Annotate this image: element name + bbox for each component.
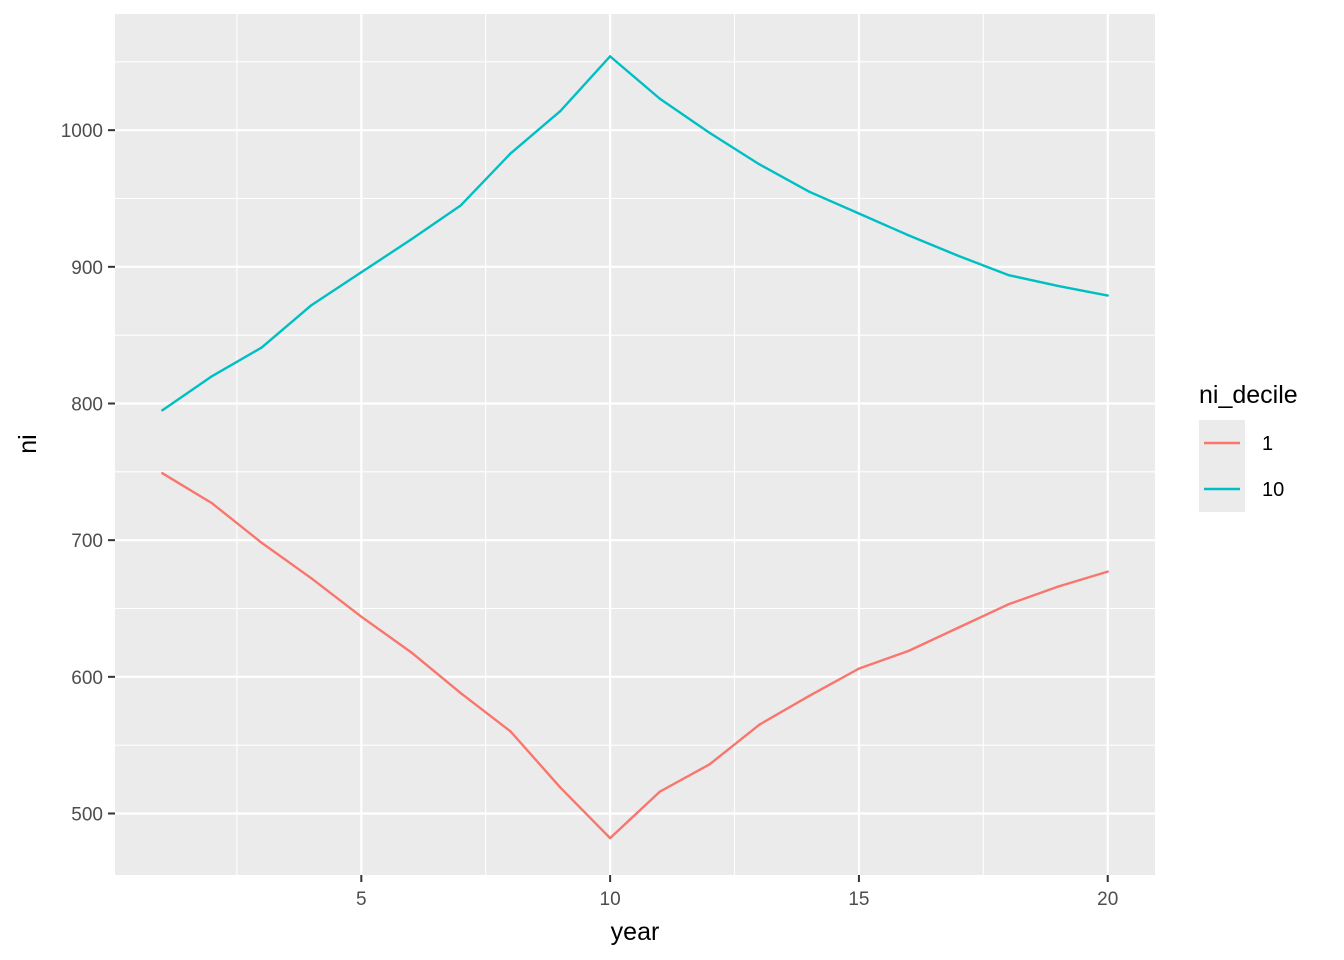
data-point-1 (210, 502, 214, 505)
x-tick-label: 20 (1097, 889, 1118, 910)
data-point-10 (807, 190, 811, 193)
data-point-10 (360, 271, 363, 274)
data-point-1 (708, 763, 711, 766)
data-point-1 (260, 541, 263, 545)
data-point-1 (807, 694, 811, 698)
y-axis-title: ni (14, 434, 42, 453)
data-point-1 (907, 649, 910, 653)
data-point-1 (360, 615, 363, 618)
minor-gridlines (115, 14, 1155, 875)
legend-title: ni_decile (1199, 381, 1298, 409)
data-point-1 (758, 723, 761, 726)
y-tick-label: 1000 (61, 121, 103, 142)
x-axis-title: year (611, 918, 660, 946)
data-point-10 (957, 254, 960, 258)
x-tick-label: 5 (356, 889, 367, 910)
data-point-10 (459, 204, 463, 207)
data-point-10 (708, 131, 711, 135)
major-gridlines (115, 14, 1155, 875)
data-point-10 (658, 97, 662, 100)
legend-keys-background (1199, 420, 1245, 512)
data-point-10 (1056, 284, 1060, 288)
data-point-10 (907, 234, 910, 237)
data-point-1 (509, 730, 512, 733)
data-point-10 (1007, 273, 1010, 277)
x-tick-label: 15 (848, 889, 869, 910)
data-point-1 (608, 836, 612, 840)
data-point-1 (409, 651, 413, 654)
data-point-10 (210, 374, 214, 378)
data-point-10 (161, 409, 164, 412)
data-point-10 (260, 346, 263, 349)
legend-items: 1 10 (1204, 433, 1284, 501)
data-point-1 (1106, 570, 1109, 573)
plot-panel (115, 14, 1155, 875)
data-point-10 (608, 55, 612, 58)
y-tick-label: 600 (71, 668, 103, 689)
data-point-1 (1056, 585, 1060, 588)
data-point-10 (1106, 294, 1109, 297)
data-point-10 (409, 238, 413, 241)
y-tick-label: 800 (71, 395, 103, 416)
y-tick-label: 500 (71, 805, 103, 826)
data-point-1 (857, 667, 861, 670)
data-point-1 (310, 577, 313, 580)
x-tick-label: 10 (600, 889, 621, 910)
legend-label-1: 1 (1262, 433, 1273, 455)
legend-label-10: 10 (1262, 479, 1284, 501)
data-point-10 (509, 152, 512, 155)
data-point-1 (559, 786, 562, 789)
data-point-10 (758, 163, 761, 166)
data-point-10 (857, 212, 861, 215)
data-point-1 (957, 626, 960, 629)
series-layer (161, 55, 1109, 840)
data-point-1 (161, 472, 164, 475)
data-point-1 (459, 692, 463, 695)
data-point-1 (658, 790, 662, 793)
y-tick-label: 900 (71, 258, 103, 279)
x-axis: 5 10 15 20 (356, 875, 1118, 910)
data-point-10 (559, 109, 562, 113)
data-point-1 (1007, 603, 1010, 606)
legend: ni_decile 1 10 (1199, 381, 1298, 512)
series-line-10 (161, 55, 1108, 412)
y-tick-label: 700 (71, 531, 103, 552)
series-line-1 (161, 472, 1109, 840)
y-axis: 500 600 700 800 900 1000 (61, 121, 115, 826)
data-point-10 (310, 303, 313, 307)
